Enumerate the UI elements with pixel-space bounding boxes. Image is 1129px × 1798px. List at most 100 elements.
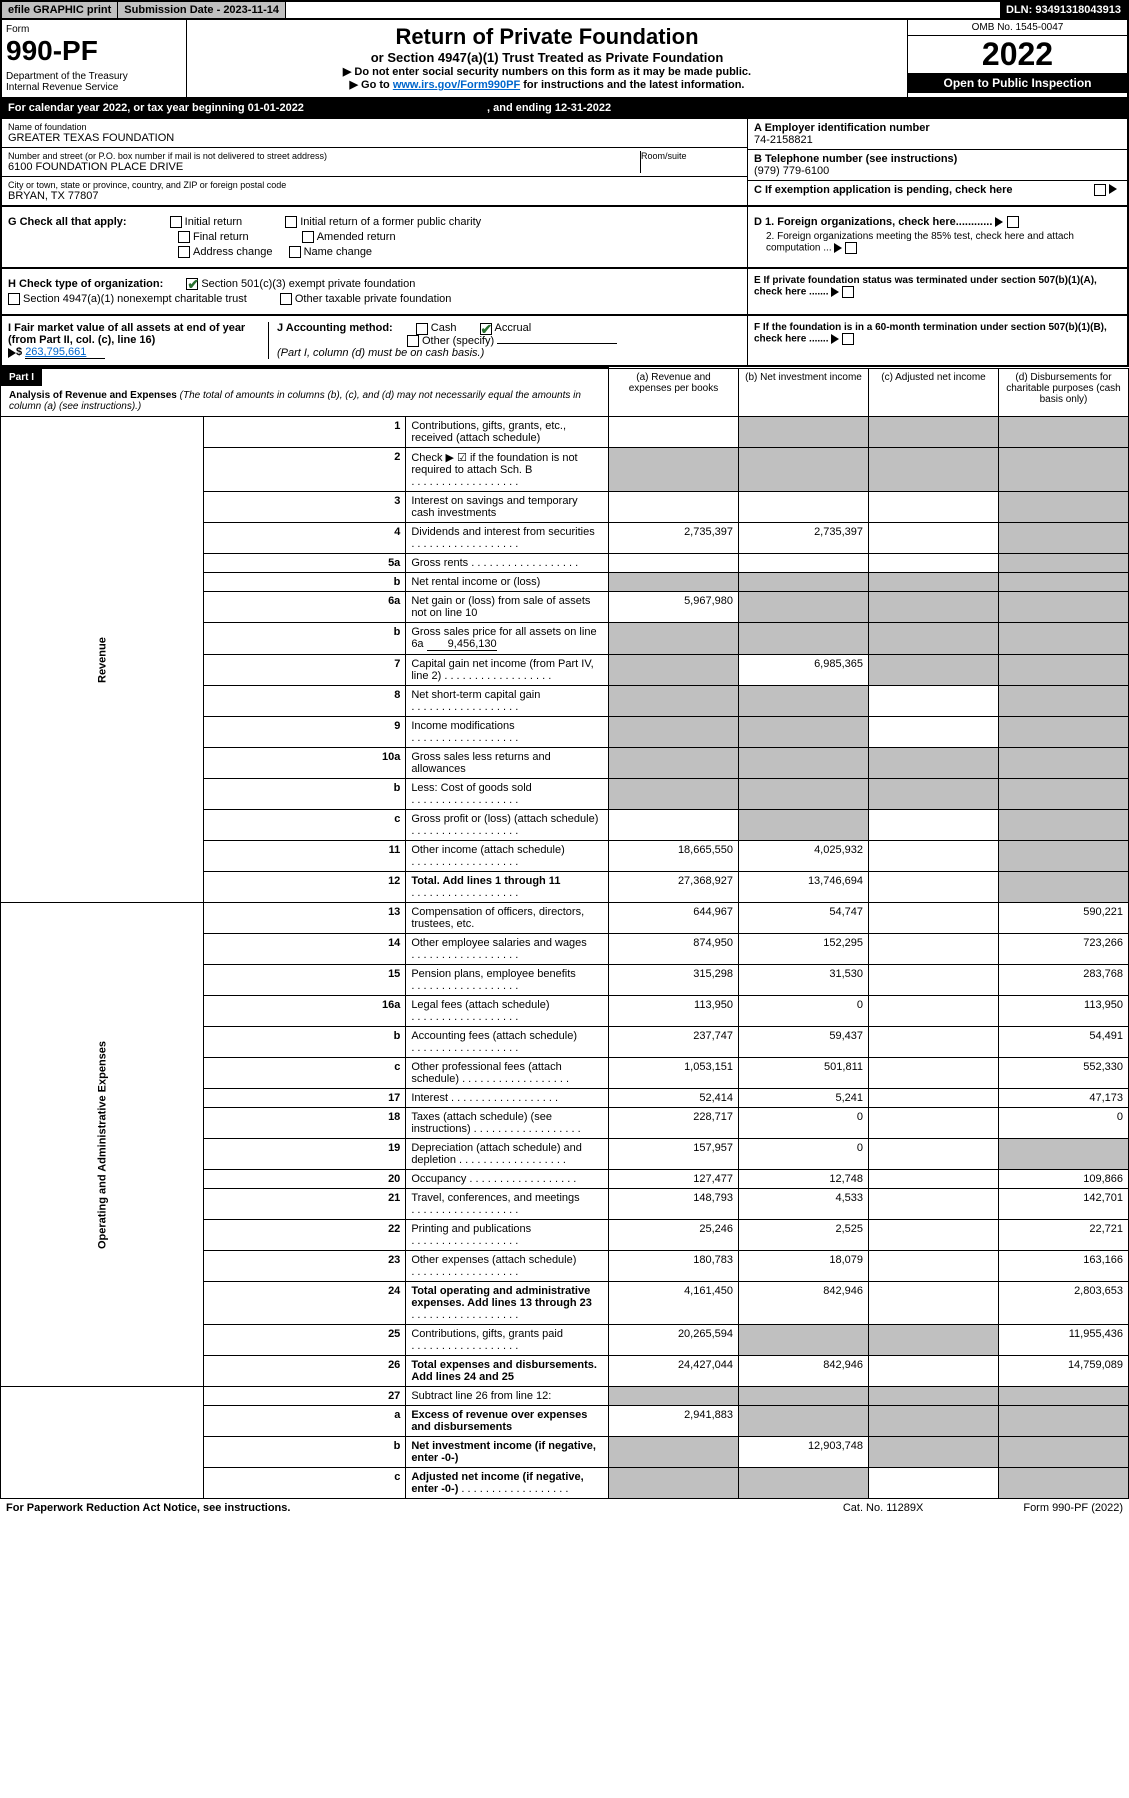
j-label: J Accounting method: (277, 322, 393, 334)
row-label: Total operating and administrative expen… (406, 1282, 609, 1325)
part-i-title: Analysis of Revenue and Expenses (9, 390, 177, 401)
cell-grey (739, 686, 869, 717)
cb-other-method[interactable] (407, 335, 419, 347)
dln: DLN: 93491318043913 (1000, 2, 1127, 18)
cell-value (609, 554, 739, 573)
cell-value: 20,265,594 (609, 1325, 739, 1356)
cell-grey (869, 655, 999, 686)
exemption-checkbox[interactable] (1094, 184, 1106, 196)
cell-value: 113,950 (609, 996, 739, 1027)
cell-grey (869, 448, 999, 492)
row-label: Other professional fees (attach schedule… (406, 1058, 609, 1089)
cell-value: 18,665,550 (609, 841, 739, 872)
cb-name[interactable] (289, 246, 301, 258)
row-number: 14 (203, 934, 406, 965)
calendar-year-bar: For calendar year 2022, or tax year begi… (0, 99, 1129, 119)
cb-foreign[interactable] (1007, 216, 1019, 228)
e-label: E If private foundation status was termi… (754, 275, 1097, 298)
cell-grey (869, 573, 999, 592)
row-label: Net investment income (if negative, ente… (406, 1437, 609, 1468)
irs-link[interactable]: www.irs.gov/Form990PF (393, 79, 520, 91)
row-number: b (203, 1437, 406, 1468)
paperwork-notice: For Paperwork Reduction Act Notice, see … (6, 1502, 843, 1514)
cell-value (869, 554, 999, 573)
cb-initial-former[interactable] (285, 216, 297, 228)
cell-value: 2,941,883 (609, 1406, 739, 1437)
row-label: Dividends and interest from securities (406, 523, 609, 554)
cell-grey (609, 1468, 739, 1499)
row-number: 24 (203, 1282, 406, 1325)
cell-value (869, 965, 999, 996)
row-number: c (203, 810, 406, 841)
cb-address[interactable] (178, 246, 190, 258)
foundation-address: 6100 FOUNDATION PLACE DRIVE (8, 161, 640, 173)
cb-cash[interactable] (416, 323, 428, 335)
cell-value (869, 1089, 999, 1108)
cb-terminated[interactable] (842, 286, 854, 298)
cb-initial[interactable] (170, 216, 182, 228)
row-label: Capital gain net income (from Part IV, l… (406, 655, 609, 686)
side-blank (1, 1387, 204, 1499)
cell-value (869, 1108, 999, 1139)
foundation-name: GREATER TEXAS FOUNDATION (8, 132, 741, 144)
col-a-header: (a) Revenue and expenses per books (609, 368, 739, 417)
cell-value (869, 1058, 999, 1089)
cell-grey (999, 655, 1129, 686)
cb-accrual[interactable] (480, 323, 492, 335)
cell-grey (999, 523, 1129, 554)
part-i-header: Part I (1, 369, 42, 386)
cb-other-taxable[interactable] (280, 293, 292, 305)
row-label: Contributions, gifts, grants paid (406, 1325, 609, 1356)
cell-value: 4,025,932 (739, 841, 869, 872)
cell-grey (999, 717, 1129, 748)
cb-501c3[interactable] (186, 278, 198, 290)
row-number: 6a (203, 592, 406, 623)
cb-foreign-85[interactable] (845, 242, 857, 254)
section-i-j-f: I Fair market value of all assets at end… (0, 316, 1129, 367)
page-footer: For Paperwork Reduction Act Notice, see … (0, 1499, 1129, 1517)
cell-grey (869, 623, 999, 655)
row-label: Interest (406, 1089, 609, 1108)
cell-value: 0 (739, 1139, 869, 1170)
cell-value: 157,957 (609, 1139, 739, 1170)
cb-amended[interactable] (302, 231, 314, 243)
cell-value (869, 1189, 999, 1220)
row-label: Occupancy (406, 1170, 609, 1189)
cell-grey (869, 748, 999, 779)
cell-grey (609, 448, 739, 492)
cell-grey (999, 492, 1129, 523)
cell-value: 501,811 (739, 1058, 869, 1089)
cell-value (739, 492, 869, 523)
cell-value: 874,950 (609, 934, 739, 965)
cell-value: 4,161,450 (609, 1282, 739, 1325)
cell-value (869, 523, 999, 554)
name-label: Name of foundation (8, 122, 741, 132)
open-public: Open to Public Inspection (908, 73, 1127, 93)
cell-grey (869, 1437, 999, 1468)
cb-4947[interactable] (8, 293, 20, 305)
cell-value: 127,477 (609, 1170, 739, 1189)
form-number: 990-PF (6, 35, 182, 67)
cb-final[interactable] (178, 231, 190, 243)
f-label: F If the foundation is in a 60-month ter… (754, 322, 1107, 345)
cell-grey (739, 748, 869, 779)
row-number: 20 (203, 1170, 406, 1189)
row-label: Legal fees (attach schedule) (406, 996, 609, 1027)
row-number: 3 (203, 492, 406, 523)
form-title: Return of Private Foundation (191, 24, 903, 50)
cell-grey (999, 1139, 1129, 1170)
row-number: 11 (203, 841, 406, 872)
cell-grey (999, 1387, 1129, 1406)
form-label: Form (6, 24, 182, 35)
efile-label[interactable]: efile GRAPHIC print (2, 2, 118, 18)
cell-grey (739, 779, 869, 810)
row-label: Net gain or (loss) from sale of assets n… (406, 592, 609, 623)
row-label: Gross sales price for all assets on line… (406, 623, 609, 655)
foundation-info: Name of foundation GREATER TEXAS FOUNDAT… (0, 119, 1129, 207)
cb-60month[interactable] (842, 333, 854, 345)
col-b-header: (b) Net investment income (739, 368, 869, 417)
row-number: 10a (203, 748, 406, 779)
cell-grey (739, 1387, 869, 1406)
cell-grey (999, 872, 1129, 903)
row-number: b (203, 779, 406, 810)
